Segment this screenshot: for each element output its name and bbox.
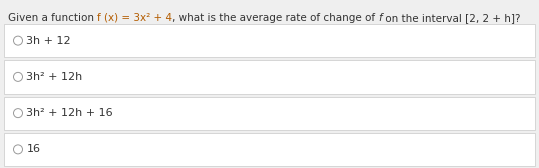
Text: 16: 16 — [26, 144, 40, 154]
FancyBboxPatch shape — [4, 60, 535, 94]
FancyBboxPatch shape — [4, 133, 535, 166]
Text: f: f — [378, 13, 382, 23]
Text: on the interval [2, 2 + h]?: on the interval [2, 2 + h]? — [382, 13, 521, 23]
Text: 3h² + 12h: 3h² + 12h — [26, 72, 83, 82]
FancyBboxPatch shape — [4, 24, 535, 57]
Text: f (x) = 3x² + 4: f (x) = 3x² + 4 — [97, 13, 172, 23]
Text: 3h² + 12h + 16: 3h² + 12h + 16 — [26, 108, 113, 118]
Text: 3h + 12: 3h + 12 — [26, 36, 71, 46]
Text: , what is the average rate of change of: , what is the average rate of change of — [172, 13, 378, 23]
Text: Given a function: Given a function — [8, 13, 97, 23]
FancyBboxPatch shape — [4, 96, 535, 130]
